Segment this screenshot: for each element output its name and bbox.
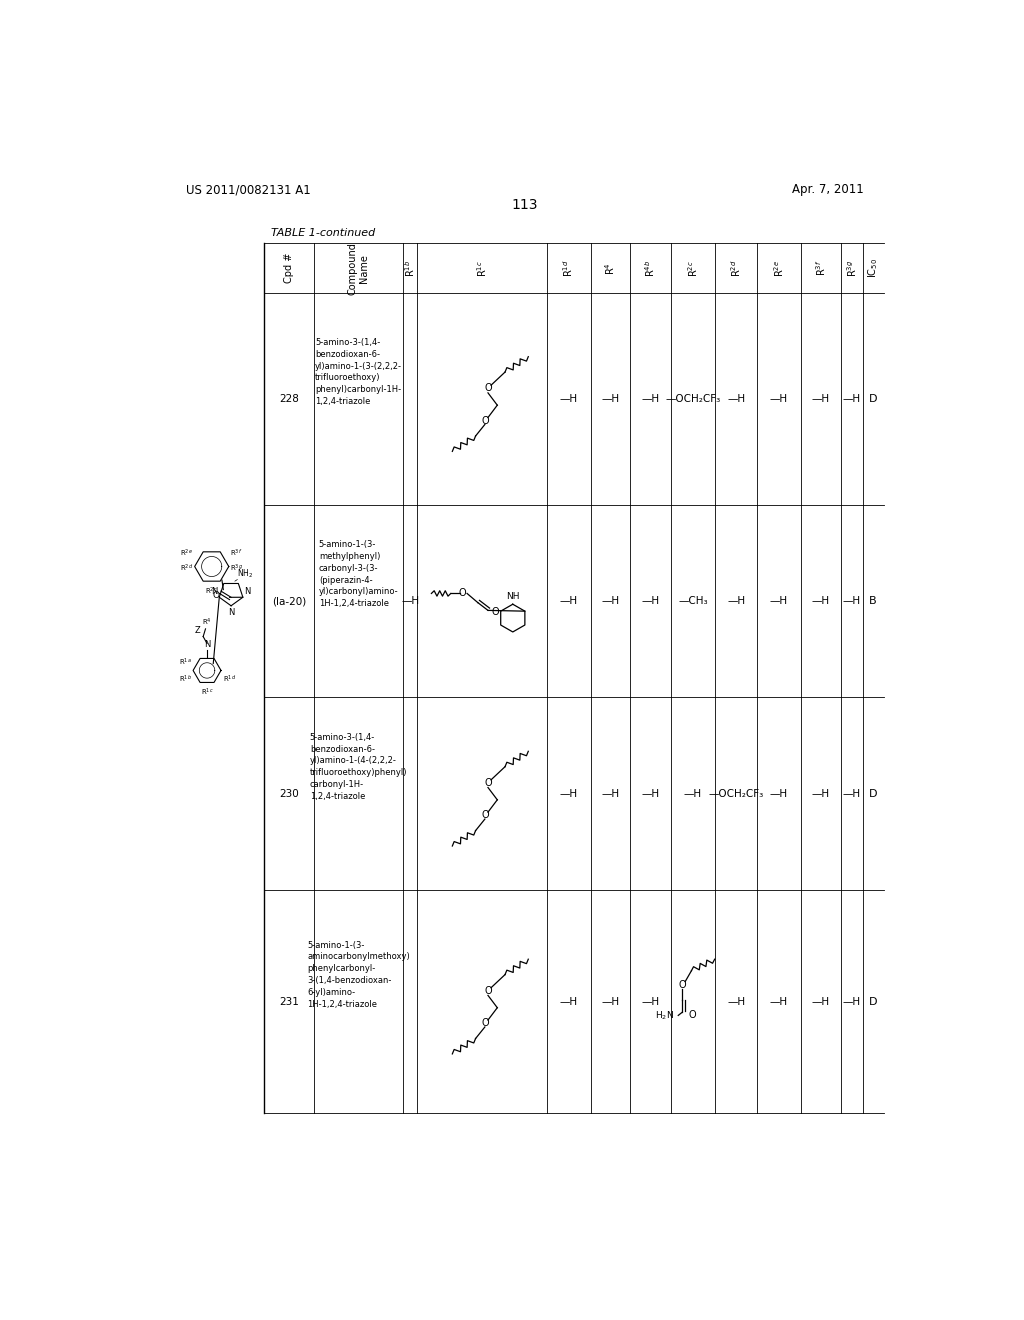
Text: O: O (678, 979, 686, 990)
Text: Z: Z (196, 626, 201, 635)
Text: IC$_{50}$: IC$_{50}$ (866, 259, 880, 279)
Text: —H: —H (843, 597, 861, 606)
Text: 5-amino-3-(1,4-
benzodioxan-6-
yl)amino-1-(4-(2,2,2-
trifluoroethoxy)phenyl)
car: 5-amino-3-(1,4- benzodioxan-6- yl)amino-… (310, 733, 408, 801)
Text: —H: —H (601, 788, 620, 799)
Text: —H: —H (727, 997, 745, 1007)
Text: R$^{1b}$: R$^{1b}$ (178, 673, 191, 685)
Text: N: N (204, 640, 210, 649)
Text: R$^{1d}$: R$^{1d}$ (222, 673, 236, 685)
Text: R$^{3f}$: R$^{3f}$ (230, 548, 243, 558)
Text: O: O (459, 589, 466, 598)
Text: —H: —H (601, 597, 620, 606)
Text: R$^{3g}$: R$^{3g}$ (230, 562, 244, 574)
Text: O: O (484, 986, 492, 995)
Text: —H: —H (812, 597, 829, 606)
Text: —H: —H (812, 997, 829, 1007)
Text: —H: —H (559, 997, 578, 1007)
Text: —OCH₂CF₃: —OCH₂CF₃ (666, 395, 721, 404)
Text: R$^{4b}$: R$^{4b}$ (643, 260, 657, 277)
Text: —H: —H (559, 395, 578, 404)
Text: R$^{1d}$: R$^{1d}$ (562, 259, 575, 277)
Text: R$^{1a}$: R$^{1a}$ (179, 656, 191, 668)
Text: R$^{1b}$: R$^{1b}$ (403, 260, 417, 277)
Text: N: N (212, 587, 218, 597)
Text: R$^{2c}$: R$^{2c}$ (686, 260, 699, 277)
Text: —H: —H (770, 997, 788, 1007)
Text: R$^{2d}$: R$^{2d}$ (729, 259, 743, 277)
Text: 5-amino-1-(3-
aminocarbonylmethoxy)
phenylcarbonyl-
3-(1,4-benzodioxan-
6-yl)ami: 5-amino-1-(3- aminocarbonylmethoxy) phen… (307, 941, 410, 1008)
Text: —H: —H (727, 597, 745, 606)
Text: NH: NH (506, 593, 519, 601)
Text: —H: —H (601, 395, 620, 404)
Text: —H: —H (641, 597, 659, 606)
Text: R$^{2e}$: R$^{2e}$ (772, 260, 785, 277)
Text: NH$_2$: NH$_2$ (238, 568, 254, 579)
Text: N: N (228, 609, 234, 616)
Text: R$^{1c}$: R$^{1c}$ (201, 686, 213, 698)
Text: —H: —H (601, 997, 620, 1007)
Text: R$^{2d}$: R$^{2d}$ (180, 562, 194, 574)
Text: —H: —H (684, 788, 702, 799)
Text: O: O (481, 1018, 488, 1028)
Text: R$^{4}$: R$^{4}$ (603, 261, 617, 275)
Text: —H: —H (843, 395, 861, 404)
Text: H$_2$N: H$_2$N (655, 1010, 675, 1022)
Text: —H: —H (770, 597, 788, 606)
Text: O: O (484, 777, 492, 788)
Text: —H: —H (812, 395, 829, 404)
Text: —H: —H (843, 997, 861, 1007)
Text: —H: —H (641, 788, 659, 799)
Text: R$^{3g}$: R$^{3g}$ (845, 260, 859, 277)
Text: R$^{2c}$: R$^{2c}$ (206, 586, 218, 597)
Text: —OCH₂CF₃: —OCH₂CF₃ (709, 788, 764, 799)
Text: D: D (869, 997, 878, 1007)
Text: —H: —H (843, 788, 861, 799)
Text: N: N (245, 587, 251, 597)
Text: D: D (869, 788, 878, 799)
Text: O: O (484, 383, 492, 393)
Text: —H: —H (770, 788, 788, 799)
Text: 228: 228 (279, 395, 299, 404)
Text: —H: —H (559, 788, 578, 799)
Text: O: O (481, 416, 488, 425)
Text: O: O (212, 591, 219, 601)
Text: —H: —H (770, 395, 788, 404)
Text: 5-amino-3-(1,4-
benzodioxan-6-
yl)amino-1-(3-(2,2,2-
trifluoroethoxy)
phenyl)car: 5-amino-3-(1,4- benzodioxan-6- yl)amino-… (315, 338, 402, 407)
Text: —H: —H (559, 597, 578, 606)
Text: —CH₃: —CH₃ (678, 597, 708, 606)
Text: —H: —H (812, 788, 829, 799)
Text: 5-amino-1-(3-
methylphenyl)
carbonyl-3-(3-
(piperazin-4-
yl)carbonyl)amino-
1H-1: 5-amino-1-(3- methylphenyl) carbonyl-3-(… (318, 540, 398, 609)
Text: Compound
Name: Compound Name (348, 242, 370, 294)
Text: US 2011/0082131 A1: US 2011/0082131 A1 (186, 183, 311, 197)
Text: R$^{4}$: R$^{4}$ (202, 616, 212, 628)
Text: 231: 231 (279, 997, 299, 1007)
Text: TABLE 1-continued: TABLE 1-continued (271, 227, 376, 238)
Text: O: O (481, 810, 488, 820)
Text: D: D (869, 395, 878, 404)
Text: R$^{1c}$: R$^{1c}$ (475, 260, 488, 277)
Text: 113: 113 (512, 198, 538, 213)
Text: O: O (688, 1010, 696, 1020)
Text: B: B (869, 597, 877, 606)
Text: —H: —H (641, 395, 659, 404)
Text: R$^{2e}$: R$^{2e}$ (180, 548, 194, 558)
Text: O: O (492, 607, 500, 618)
Text: Cpd #: Cpd # (284, 253, 294, 284)
Text: R$^{3f}$: R$^{3f}$ (814, 260, 827, 276)
Text: Apr. 7, 2011: Apr. 7, 2011 (793, 183, 864, 197)
Text: —H: —H (641, 997, 659, 1007)
Text: (Ia-20): (Ia-20) (271, 597, 306, 606)
Text: 230: 230 (279, 788, 299, 799)
Text: —H: —H (401, 597, 419, 606)
Text: —H: —H (727, 395, 745, 404)
